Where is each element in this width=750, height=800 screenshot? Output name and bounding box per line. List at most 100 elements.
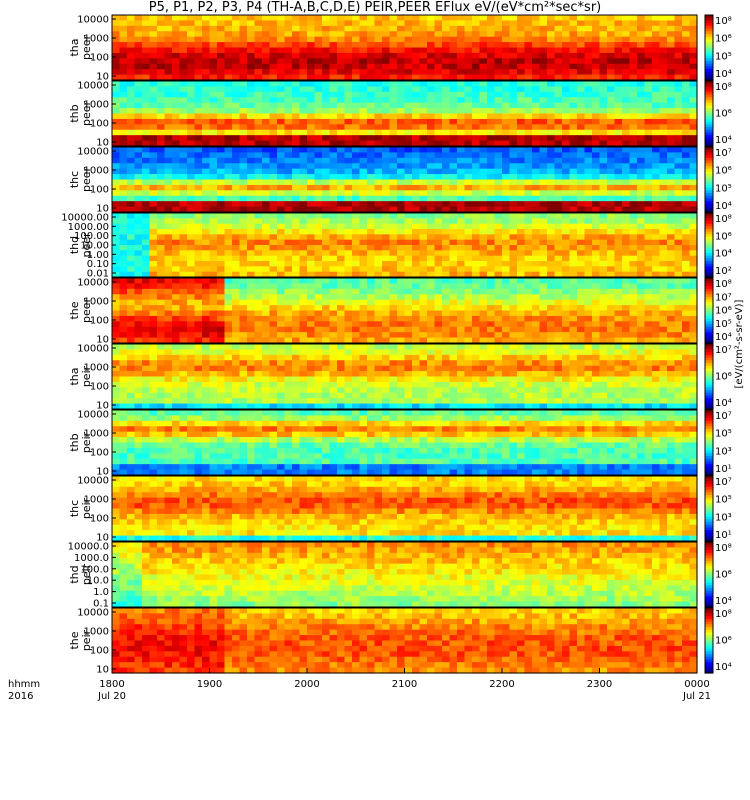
heatmap-cell [644,135,653,142]
heatmap-cell [157,140,166,147]
heatmap-cell [164,294,173,301]
heatmap-cell [494,113,503,120]
heatmap-cell [547,157,556,164]
heatmap-cell [262,97,271,104]
heatmap-cell [419,321,428,328]
heatmap-cell [652,271,661,278]
colorbar-step [705,165,713,170]
heatmap-cell [397,74,406,81]
heatmap-cell [637,223,646,230]
heatmap-cell [142,398,151,405]
heatmap-cell [307,25,316,32]
heatmap-cell [667,69,676,76]
heatmap-cell [479,326,488,333]
heatmap-cell [382,58,391,65]
heatmap-cell [232,174,241,181]
heatmap-cell [532,179,541,186]
heatmap-cell [254,129,263,136]
heatmap-cell [644,152,653,159]
heatmap-cell [344,124,353,131]
heatmap-cell [254,69,263,76]
heatmap-cell [254,31,263,38]
heatmap-cell [517,129,526,136]
heatmap-cell [397,168,406,175]
heatmap-cell [337,206,346,213]
heatmap-cell [239,195,248,202]
heatmap-cell [494,163,503,170]
heatmap-cell [554,63,563,70]
heatmap-cell [374,113,383,120]
heatmap-cell [119,124,128,131]
heatmap-cell [547,332,556,339]
y-tick-label: 1000 [84,297,109,308]
heatmap-cell [682,213,691,219]
heatmap-cell [674,271,683,278]
heatmap-cell [569,47,578,54]
heatmap-cell [367,81,376,88]
heatmap-cell [637,58,646,65]
heatmap-cell [644,157,653,164]
heatmap-cell [539,321,548,328]
heatmap-cell [374,288,383,295]
heatmap-cell [239,129,248,136]
heatmap-cell [569,271,578,278]
heatmap-cell [352,163,361,170]
heatmap-cell [164,326,173,333]
heatmap-cell [389,179,398,186]
heatmap-cell [299,163,308,170]
heatmap-cell [412,271,421,278]
heatmap-cell [164,163,173,170]
heatmap-cell [202,157,211,164]
heatmap-cell [629,15,638,22]
heatmap-cell [337,299,346,306]
heatmap-cell [119,398,128,405]
heatmap-cell [472,147,481,154]
heatmap-cell [247,140,256,147]
heatmap-cell [689,195,698,202]
heatmap-cell [629,108,638,115]
heatmap-cell [374,129,383,136]
heatmap-cell [164,223,173,230]
heatmap-cell [682,129,691,136]
heatmap-cell [449,36,458,43]
heatmap-cell [599,250,608,257]
heatmap-cell [667,206,676,213]
heatmap-cell [539,58,548,65]
heatmap-cell [599,152,608,159]
heatmap-cell [547,135,556,142]
heatmap-cell [434,15,443,22]
heatmap-cell [419,86,428,93]
colorbar-step [705,28,713,32]
heatmap-cell [367,152,376,159]
colorbar-tick-label: 10⁴ [715,249,732,260]
heatmap-cell [172,179,181,186]
heatmap-cell [517,135,526,142]
heatmap-cell [502,113,511,120]
heatmap-cell [142,245,151,251]
heatmap-cell [509,239,518,246]
heatmap-cell [494,31,503,38]
heatmap-cell [112,163,121,170]
heatmap-cell [569,310,578,317]
heatmap-cell [322,152,331,159]
heatmap-cell [547,147,556,154]
heatmap-cell [509,337,518,344]
heatmap-cell [652,47,661,54]
heatmap-cell [127,288,136,295]
heatmap-cell [539,157,548,164]
heatmap-cell [652,69,661,76]
heatmap-cell [682,58,691,65]
heatmap-cell [592,283,601,290]
heatmap-cell [119,15,128,22]
heatmap-cell [389,266,398,273]
heatmap-cell [329,310,338,317]
heatmap-cell [149,69,158,76]
heatmap-cell [487,278,496,285]
heatmap-cell [479,118,488,125]
heatmap-cell [652,108,661,115]
heatmap-cell [554,201,563,208]
heatmap-cell [502,25,511,32]
heatmap-cell [202,31,211,38]
heatmap-cell [284,283,293,290]
heatmap-cell [254,108,263,115]
